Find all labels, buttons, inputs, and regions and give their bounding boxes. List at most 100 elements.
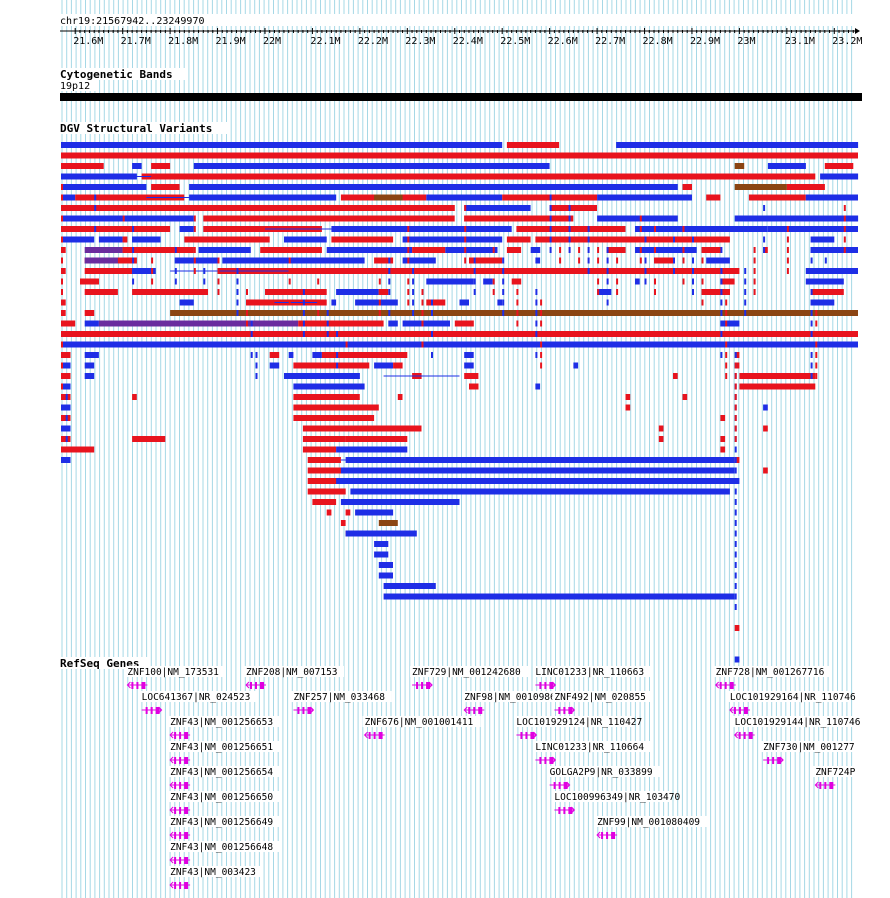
dgv-variant-loss[interactable] <box>61 362 71 369</box>
dgv-variant-gain[interactable] <box>725 320 728 327</box>
dgv-variant-gain[interactable] <box>682 278 685 285</box>
refseq-gene[interactable]: ZNF43|NM_001256649 <box>168 816 281 839</box>
dgv-variant-loss[interactable] <box>535 341 538 348</box>
dgv-variant-loss[interactable] <box>412 299 415 306</box>
dgv-variant-gain[interactable] <box>540 299 543 306</box>
dgv-variant-gain[interactable] <box>293 362 370 369</box>
dgv-variant-gain[interactable] <box>734 394 737 400</box>
dgv-variant-loss[interactable] <box>810 299 835 306</box>
dgv-variant-gain[interactable] <box>421 331 424 337</box>
dgv-variant-loss[interactable] <box>573 362 579 369</box>
dgv-variant-loss[interactable] <box>673 257 675 264</box>
dgv-variant-loss[interactable] <box>61 236 95 243</box>
dgv-variant-gain[interactable] <box>307 488 346 495</box>
dgv-variant-gain[interactable] <box>288 268 291 274</box>
dgv-variant-gain[interactable] <box>682 394 688 400</box>
dgv-variant-gain[interactable] <box>378 299 381 306</box>
refseq-gene[interactable]: ZNF729|NM_001242680 <box>410 666 529 689</box>
dgv-variant-loss[interactable] <box>473 257 476 264</box>
dgv-variant-gain[interactable] <box>61 215 63 222</box>
dgv-variant-loss[interactable] <box>810 299 813 306</box>
dgv-variant-gain[interactable] <box>407 278 410 285</box>
dgv-variant-gain[interactable] <box>734 383 737 390</box>
dgv-variant-gain[interactable] <box>61 299 63 306</box>
dgv-variant-loss[interactable] <box>635 278 640 285</box>
dgv-variant-loss[interactable] <box>502 268 505 274</box>
dgv-variant-gain[interactable] <box>217 289 220 295</box>
dgv-variant-gain[interactable] <box>203 215 455 222</box>
dgv-variant-gain[interactable] <box>843 215 846 222</box>
dgv-variant-gain[interactable] <box>578 268 581 274</box>
dgv-variant-gain[interactable] <box>725 352 728 358</box>
dgv-variant-gain[interactable] <box>288 257 291 264</box>
dgv-variant-loss[interactable] <box>331 299 337 306</box>
dgv-variant-gain[interactable] <box>654 236 656 243</box>
dgv-variant-gain[interactable] <box>288 247 291 253</box>
dgv-variant-gain[interactable] <box>61 184 63 190</box>
dgv-variant-loss[interactable] <box>824 257 827 264</box>
dgv-variant-loss[interactable] <box>734 488 737 495</box>
dgv-variant-gain[interactable] <box>786 236 789 243</box>
dgv-variant-loss[interactable] <box>734 541 737 547</box>
dgv-variant-loss[interactable] <box>431 352 433 358</box>
dgv-variant-gain[interactable] <box>810 289 844 295</box>
dgv-variant-loss[interactable] <box>132 268 135 274</box>
dgv-variant-loss[interactable] <box>250 331 253 337</box>
dgv-variant-gain[interactable] <box>378 289 389 295</box>
dgv-variant-inversion[interactable] <box>98 320 299 327</box>
dgv-variant-gain[interactable] <box>734 404 737 411</box>
dgv-variant-loss[interactable] <box>222 257 365 264</box>
dgv-variant-loss[interactable] <box>203 278 206 285</box>
dgv-variant-gain[interactable] <box>61 268 66 274</box>
dgv-variant-loss[interactable] <box>483 278 493 285</box>
dgv-variant-gain[interactable] <box>122 257 125 264</box>
dgv-variant-loss[interactable] <box>179 226 194 232</box>
dgv-variant-loss[interactable] <box>720 289 723 295</box>
dgv-variant-loss[interactable] <box>692 236 694 243</box>
dgv-variant-gain[interactable] <box>326 509 332 516</box>
dgv-variant-loss[interactable] <box>284 373 360 379</box>
dgv-variant-gain[interactable] <box>61 310 66 316</box>
dgv-variant-loss[interactable] <box>535 299 538 306</box>
dgv-variant-gain[interactable] <box>61 163 104 169</box>
dgv-variant-gain[interactable] <box>122 236 125 243</box>
dgv-variant-gain[interactable] <box>122 215 125 222</box>
dgv-variant-gain[interactable] <box>815 362 818 369</box>
dgv-variant-gain[interactable] <box>540 331 543 337</box>
dgv-variant-loss[interactable] <box>61 383 71 390</box>
dgv-variant-gain[interactable] <box>317 299 320 306</box>
dgv-variant-loss[interactable] <box>535 320 538 327</box>
dgv-variant-gain[interactable] <box>61 320 76 327</box>
dgv-variant-inversion[interactable] <box>84 247 123 253</box>
dgv-variant-loss[interactable] <box>61 173 137 180</box>
dgv-variant-loss[interactable] <box>94 215 97 222</box>
dgv-variant-gain[interactable] <box>597 278 600 285</box>
dgv-variant-gain[interactable] <box>734 625 740 631</box>
dgv-variant-loss[interactable] <box>734 457 737 463</box>
dgv-variant-loss[interactable] <box>412 278 415 285</box>
dgv-variant-loss[interactable] <box>810 236 835 243</box>
dgv-variant-loss[interactable] <box>502 310 505 316</box>
dgv-variant-gain[interactable] <box>84 289 118 295</box>
dgv-variant-loss[interactable] <box>383 593 735 600</box>
dgv-variant-loss[interactable] <box>179 299 194 306</box>
dgv-variant-gain[interactable] <box>426 299 446 306</box>
dgv-variant-loss[interactable] <box>535 331 538 337</box>
dgv-variant-loss[interactable] <box>810 331 813 337</box>
dgv-variant-gain[interactable] <box>682 226 685 232</box>
dgv-variant-gain[interactable] <box>658 425 664 432</box>
dgv-variant-gain[interactable] <box>654 226 656 232</box>
dgv-variant-gain[interactable] <box>516 299 519 306</box>
dgv-variant-loss[interactable] <box>65 394 68 400</box>
dgv-variant-gain[interactable] <box>75 194 185 201</box>
dgv-variant-loss[interactable] <box>459 299 470 306</box>
dgv-variant-gain[interactable] <box>734 425 737 432</box>
dgv-variant-gain[interactable] <box>540 352 543 358</box>
dgv-variant-loss[interactable] <box>606 268 609 274</box>
dgv-variant-loss[interactable] <box>236 310 239 316</box>
dgv-variant-loss[interactable] <box>464 352 474 358</box>
dgv-variant-gain[interactable] <box>61 226 171 232</box>
dgv-variant-gain[interactable] <box>307 478 346 484</box>
dgv-variant-loss[interactable] <box>388 247 391 253</box>
dgv-variant-gain[interactable] <box>824 163 854 169</box>
